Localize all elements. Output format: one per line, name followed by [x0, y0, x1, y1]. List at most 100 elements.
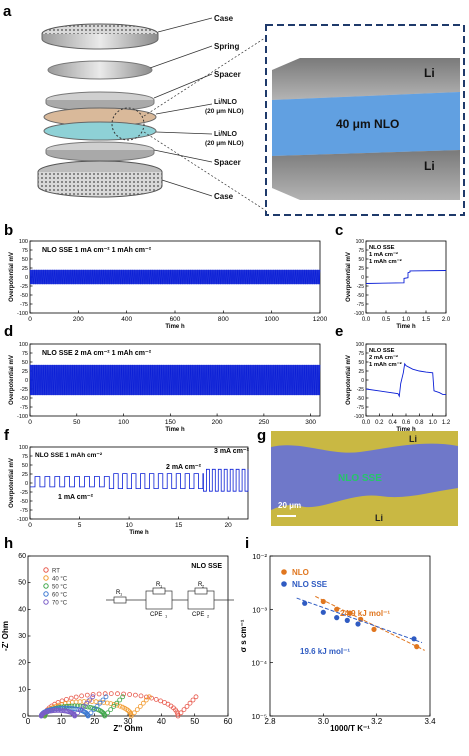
e-x-tick-label: 1.2: [442, 420, 451, 426]
component-labels: Case Spring Spacer Li/NLO (20 μm NLO) Li…: [205, 14, 244, 201]
h-legend-marker-2: [43, 583, 49, 589]
f-y-tick-label: -25: [20, 490, 28, 496]
h-tail-point: [88, 710, 94, 716]
i-legend-label-0: NLO: [292, 568, 309, 577]
chart-i: 2.8 3.0 3.2 3.4 1000/T K⁻¹ σ s cm⁻¹ 10⁻⁵ 10⁻⁴ 10…: [239, 552, 436, 733]
f-y-axis-label: Overpotential mV: [9, 458, 15, 508]
i-point-0: [414, 644, 420, 650]
f-annotation-0: NLO SSE 1 mAh cm⁻²: [35, 452, 103, 459]
h-point-70C: [54, 708, 59, 713]
b-x-tick-label: 600: [170, 316, 181, 323]
label-li-nlo-2: Li/NLO: [214, 131, 237, 138]
panel-b-label: b: [4, 222, 13, 239]
b-x-tick-label: 800: [218, 316, 229, 323]
sem-cross-section: Li 40 μm NLO Li: [265, 24, 465, 216]
h-point-RT: [68, 695, 74, 701]
e-annotation-1: 2 mA cm⁻²: [369, 354, 398, 361]
b-x-tick-label: 1000: [264, 316, 279, 323]
h-tail-point: [187, 700, 193, 706]
h-x-tick-label: 10: [57, 717, 66, 726]
f-annotation-2: 2 mA cm⁻²: [166, 464, 202, 471]
h-tail-point: [105, 710, 111, 716]
label-spring: Spring: [214, 42, 239, 51]
h-tail-point: [178, 710, 184, 716]
h-point-40C: [77, 699, 83, 705]
h-legend-marker-0: [43, 567, 49, 573]
circuit-sub-R3: 2: [202, 584, 205, 589]
f-y-tick-label: 100: [19, 445, 28, 451]
b-y-tick-label: 0: [25, 275, 28, 281]
h-x-tick-label: 20: [90, 717, 99, 726]
h-legend-marker-1: [43, 575, 49, 581]
h-point-70C: [55, 708, 61, 713]
label-spacer-bottom: Spacer: [214, 158, 241, 167]
c-voltage-trace: [365, 270, 447, 284]
h-point-RT: [143, 694, 149, 700]
label-case-top: Case: [214, 14, 234, 23]
i-x-tick-label: 3.4: [424, 717, 436, 726]
c-x-tick-label: 0.0: [362, 317, 371, 323]
d-x-tick-label: 100: [118, 419, 129, 426]
spacer-bottom-edge: [45, 150, 155, 162]
f-y-tick-label: -50: [20, 499, 28, 505]
d-y-tick-label: 75: [22, 351, 28, 357]
e-x-tick-label: 1.0: [428, 420, 437, 426]
f-x-tick-label: 5: [78, 522, 82, 529]
i-x-tick-label: 3.0: [318, 717, 330, 726]
c-y-tick-label: 100: [356, 239, 365, 245]
i-point-1: [355, 621, 361, 627]
e-x-tick-label: 0.2: [375, 420, 384, 426]
i-point-1: [411, 636, 417, 642]
case-top-rim: [41, 34, 159, 50]
i-annotation-nlo-sse: 19.6 kJ mol⁻¹: [300, 647, 350, 656]
panel-i-label: i: [245, 535, 249, 552]
f-y-tick-label: 75: [22, 454, 28, 460]
h-y-tick-label: 10: [18, 686, 26, 693]
h-point-40C: [93, 699, 99, 705]
c-y-tick-label: 75: [358, 248, 364, 254]
h-point-RT: [138, 693, 144, 699]
i-x-tick-label: 2.8: [264, 717, 276, 726]
d-x-tick-label: 0: [28, 419, 32, 426]
e-x-axis-label: Time h: [396, 427, 416, 433]
h-legend-label-4: 70 °C: [52, 601, 68, 607]
d-x-tick-label: 200: [212, 419, 223, 426]
h-tail-point: [103, 694, 109, 700]
b-y-tick-label: -50: [20, 293, 28, 299]
h-point-40C: [104, 700, 110, 706]
circuit-label-R1: R: [156, 582, 161, 588]
e-annotation-0: NLO SSE: [369, 348, 395, 354]
h-tail-point: [111, 704, 117, 709]
b-annotation: NLO SSE 1 mA cm⁻² 1 mAh cm⁻²: [42, 247, 152, 254]
h-point-RT: [59, 698, 65, 704]
d-y-tick-label: 25: [22, 369, 28, 375]
h-y-tick-label: 50: [18, 580, 26, 587]
h-tail-point: [193, 694, 199, 700]
panel-f-label: f: [4, 427, 10, 444]
h-point-40C: [111, 702, 117, 707]
zoom-circle: [111, 107, 145, 141]
g-label-li-top: Li: [409, 434, 417, 444]
sem-label-li-top: Li: [424, 66, 435, 80]
d-y-axis-label: Overpotential mV: [9, 355, 15, 405]
i-x-tick-label: 3.2: [371, 717, 383, 726]
chart-h: 0 10 20 30 40 50 60 0 10 20 30 40 50 60 Z'' Ohm -Z' Ohm…: [1, 553, 234, 733]
h-point-RT: [102, 691, 108, 697]
i-point-0: [371, 626, 377, 633]
i-point-1: [302, 600, 308, 606]
i-y-axis-label: σ s cm⁻¹: [239, 619, 248, 652]
nlo-layer: [272, 92, 460, 156]
d-y-tick-label: 50: [22, 360, 28, 366]
d-y-tick-label: -100: [17, 414, 28, 420]
b-x-tick-label: 0: [28, 316, 32, 323]
d-y-tick-label: -50: [20, 396, 28, 402]
c-y-tick-label: -100: [354, 311, 364, 317]
h-tail-point: [94, 704, 100, 709]
c-annotation-1: 1 mA cm⁻²: [369, 251, 398, 258]
i-point-1: [344, 617, 350, 624]
h-point-40C: [117, 703, 123, 709]
li-top-layer: [272, 58, 460, 100]
panel-a: a Case: [3, 3, 465, 216]
h-y-tick-label: 60: [18, 553, 26, 560]
h-tail-point: [184, 704, 190, 709]
